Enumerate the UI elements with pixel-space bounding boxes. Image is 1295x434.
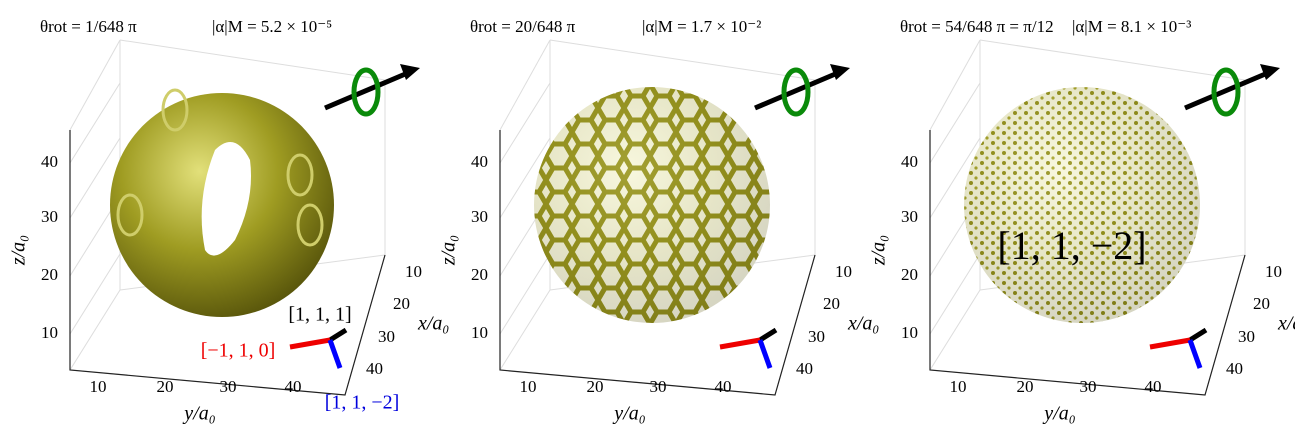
x-tick-label: 10	[1265, 262, 1282, 281]
triad-red	[720, 340, 760, 347]
y-axis-label: y/a₀	[182, 403, 215, 425]
x-tick-label: 40	[366, 359, 383, 378]
y-tick-label: 20	[587, 377, 604, 396]
z-tick-label: 10	[41, 323, 58, 342]
y-tick-label: 20	[157, 377, 174, 396]
y-tick-label: 30	[1080, 377, 1097, 396]
panel: θrot = 20/648 π |α|M = 1.7 × 10⁻² 10 20 30 40…	[438, 17, 880, 425]
theta-label: θrot = 54/648 π = π/12	[900, 17, 1054, 36]
direction-label: [1, 1, 1]	[288, 304, 351, 326]
x-tick-label: 30	[378, 327, 395, 346]
isosurface-shade	[534, 87, 770, 323]
grid-line	[930, 83, 980, 163]
z-tick-label: 10	[471, 323, 488, 342]
direction-label: [1, 1, −2]	[997, 223, 1146, 268]
panel: θrot = 54/648 π = π/12 |α|M = 8.1 × 10⁻³ 1…	[868, 17, 1295, 425]
grid-line	[930, 254, 980, 334]
y-axis-label: y/a₀	[612, 403, 645, 425]
x-tick-label: 20	[1253, 294, 1270, 313]
box-edge	[500, 40, 550, 130]
panel: θrot = 1/648 π |α|M = 5.2 × 10⁻⁵ 10 20 30 40 1…	[8, 17, 450, 425]
x-tick-label: 30	[1238, 327, 1255, 346]
x-axis-label: x/a₀	[1277, 313, 1295, 335]
isosurface-shade	[964, 87, 1200, 323]
x-tick-label: 40	[1226, 359, 1243, 378]
box-edge	[980, 40, 1245, 80]
y-axis-label: y/a₀	[1042, 403, 1075, 425]
x-tick-label: 20	[823, 294, 840, 313]
box-edge	[930, 290, 980, 370]
triad-black	[1190, 330, 1206, 340]
triad-blue	[1190, 340, 1200, 368]
x-axis-label: x/a₀	[847, 313, 879, 335]
z-axis-label: z/a₀	[868, 235, 890, 266]
z-tick-label: 30	[471, 207, 488, 226]
z-tick-label: 40	[471, 152, 488, 171]
x-tick-label: 10	[405, 262, 422, 281]
x-tick-label: 20	[393, 294, 410, 313]
x-tick-label: 40	[796, 359, 813, 378]
z-tick-label: 30	[901, 207, 918, 226]
y-tick-label: 30	[220, 377, 237, 396]
box-edge	[500, 290, 550, 370]
box-edge	[930, 40, 980, 130]
triad-black	[760, 330, 776, 340]
triad-blue	[330, 340, 340, 368]
grid-line	[500, 254, 550, 334]
triad-blue	[760, 340, 770, 368]
z-axis-label: z/a₀	[438, 235, 460, 266]
y-tick-label: 40	[1145, 377, 1162, 396]
x-tick-label: 10	[835, 262, 852, 281]
x-tick-label: 30	[808, 327, 825, 346]
alpha-label: |α|M = 8.1 × 10⁻³	[1072, 17, 1191, 36]
grid-line	[70, 83, 120, 163]
box-edge	[70, 290, 120, 370]
y-tick-label: 10	[90, 377, 107, 396]
y-tick-label: 40	[715, 377, 732, 396]
box-edge	[120, 40, 385, 80]
box-edge	[550, 40, 815, 80]
y-tick-label: 10	[520, 377, 537, 396]
alpha-label: |α|M = 5.2 × 10⁻⁵	[212, 17, 332, 36]
z-axis-label: z/a₀	[8, 235, 30, 266]
z-tick-label: 40	[901, 152, 918, 171]
direction-label: [1, 1, −2]	[325, 392, 400, 414]
triad-red	[290, 340, 330, 347]
triad-black	[330, 330, 346, 340]
z-tick-label: 30	[41, 207, 58, 226]
z-tick-label: 20	[41, 265, 58, 284]
grid-line	[500, 83, 550, 163]
theta-label: θrot = 1/648 π	[40, 17, 137, 36]
y-tick-label: 30	[650, 377, 667, 396]
grid-line	[70, 254, 120, 334]
z-tick-label: 20	[471, 265, 488, 284]
z-tick-label: 10	[901, 323, 918, 342]
box-edge	[70, 40, 120, 130]
figure: θrot = 1/648 π |α|M = 5.2 × 10⁻⁵ 10 20 30 40 1…	[0, 0, 1295, 434]
z-tick-label: 40	[41, 152, 58, 171]
direction-label: [−1, 1, 0]	[201, 340, 276, 362]
z-tick-label: 20	[901, 265, 918, 284]
triad-red	[1150, 340, 1190, 347]
x-axis-label: x/a₀	[417, 313, 449, 335]
y-tick-label: 20	[1017, 377, 1034, 396]
y-tick-label: 10	[950, 377, 967, 396]
alpha-label: |α|M = 1.7 × 10⁻²	[642, 17, 761, 36]
theta-label: θrot = 20/648 π	[470, 17, 576, 36]
y-tick-label: 40	[285, 377, 302, 396]
